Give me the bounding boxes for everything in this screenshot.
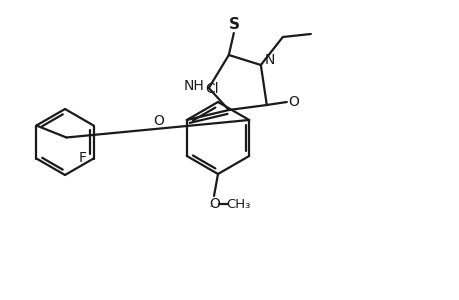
Text: Cl: Cl: [205, 82, 218, 96]
Text: O: O: [209, 197, 220, 211]
Text: O: O: [153, 114, 164, 128]
Text: NH: NH: [183, 79, 204, 93]
Text: methoxy: methoxy: [209, 206, 216, 207]
Text: CH₃: CH₃: [225, 197, 250, 211]
Text: F: F: [78, 151, 86, 164]
Text: O: O: [288, 95, 299, 109]
Text: S: S: [229, 16, 240, 32]
Text: N: N: [264, 53, 274, 67]
